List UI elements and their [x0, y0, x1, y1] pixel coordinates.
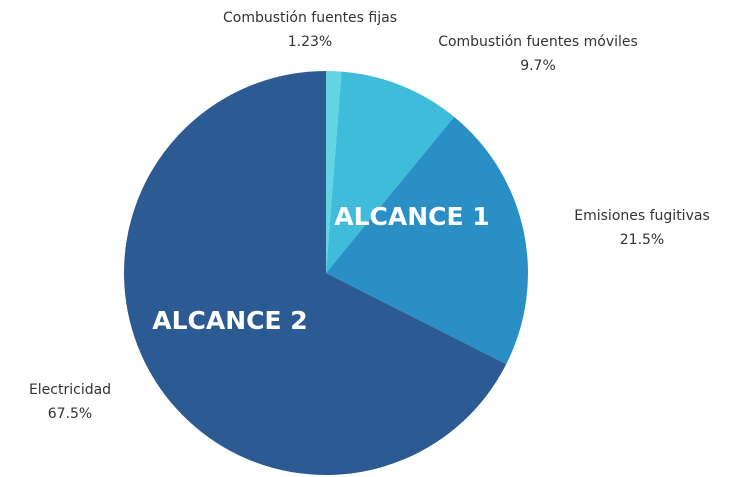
- slice-label: Electricidad: [29, 382, 111, 398]
- pie-slice: [124, 71, 507, 475]
- pie-slice: [326, 71, 455, 273]
- slice-value-label: 67.5%: [48, 406, 92, 422]
- slice-label: Combustión fuentes móviles: [438, 34, 638, 50]
- annotation: ALCANCE 2: [152, 306, 307, 335]
- slice-value-label: 21.5%: [620, 232, 664, 248]
- pie-slice: [326, 71, 342, 273]
- slice-label: Combustión fuentes fijas: [223, 10, 397, 26]
- annotation: ALCANCE 1: [334, 202, 489, 231]
- pie-slice: [326, 116, 528, 365]
- slice-label: Emisiones fugitivas: [574, 208, 709, 224]
- slice-value-label: 9.7%: [520, 58, 556, 74]
- slice-value-label: 1.23%: [288, 34, 332, 50]
